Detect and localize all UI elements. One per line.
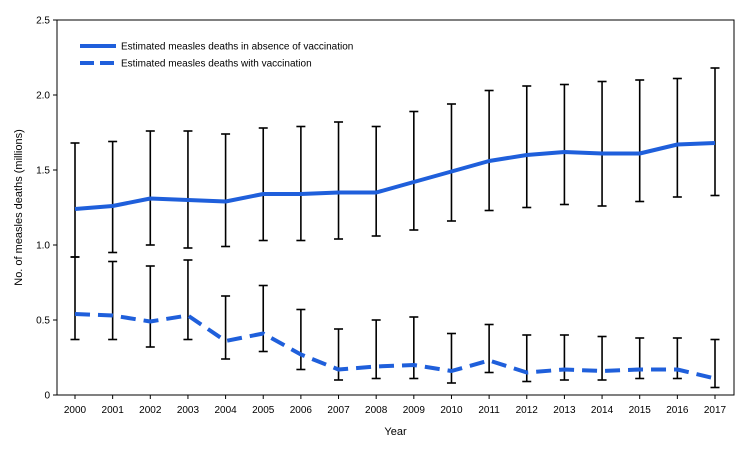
x-tick-label: 2004	[214, 405, 237, 416]
legend-label: Estimated measles deaths in absence of v…	[121, 42, 353, 53]
axes: 0 0.5 1.0 1.5 2.0 2.5 2000 2001 2002 2003 2004 2005…	[36, 16, 735, 416]
x-tick-label: 2016	[666, 405, 689, 416]
legend-entry: Estimated measles deaths with vaccinatio…	[80, 59, 312, 70]
legend-label: Estimated measles deaths with vaccinatio…	[121, 59, 312, 70]
error-bar	[70, 256, 80, 341]
error-bar	[597, 335, 607, 381]
x-tick-label: 2013	[553, 405, 576, 416]
series-lines	[74, 141, 716, 381]
error-bar	[221, 133, 231, 248]
plot-frame	[56, 19, 735, 396]
error-bar	[334, 328, 344, 381]
x-tick-label: 2002	[139, 405, 162, 416]
error-bar	[522, 85, 532, 209]
x-tick-label: 2014	[591, 405, 614, 416]
legend-entry: Estimated measles deaths in absence of v…	[80, 42, 353, 53]
error-bar	[672, 337, 682, 380]
x-tick-label: 2008	[365, 405, 388, 416]
x-tick-label: 2010	[440, 405, 463, 416]
x-tick-label: 2011	[478, 405, 500, 416]
error-bar	[371, 125, 381, 237]
error-bar	[108, 140, 118, 254]
error-bar	[70, 142, 80, 258]
x-tick-label: 2007	[327, 405, 350, 416]
x-tick-label: 2005	[252, 405, 275, 416]
error-bar	[145, 265, 155, 348]
error-bars	[70, 67, 720, 389]
error-bar	[258, 284, 268, 353]
y-axis-title: No. of measles deaths (millions)	[13, 129, 25, 286]
error-bar	[446, 332, 456, 384]
y-tick-label: 0.5	[36, 316, 50, 327]
series-line-with-vaccination	[74, 312, 716, 381]
error-bar	[672, 77, 682, 198]
x-tick-label: 2000	[64, 405, 87, 416]
error-bar	[559, 334, 569, 381]
error-bar	[409, 316, 419, 380]
series-line-without-vaccination	[74, 141, 716, 211]
error-bar	[371, 319, 381, 380]
error-bar	[296, 125, 306, 242]
x-axis-title: Year	[384, 426, 407, 438]
y-tick-label: 0	[44, 391, 50, 402]
x-tick-label: 2012	[516, 405, 539, 416]
error-bar	[409, 110, 419, 231]
error-bar	[710, 67, 720, 197]
error-bar	[484, 323, 494, 374]
error-bar	[221, 295, 231, 360]
x-tick-label: 2001	[102, 405, 125, 416]
error-bar	[710, 338, 720, 389]
x-tick-label: 2017	[704, 405, 727, 416]
error-bar	[559, 83, 569, 206]
x-tick-label: 2009	[403, 405, 426, 416]
error-bar	[446, 103, 456, 222]
error-bar	[334, 121, 344, 240]
x-tick-label: 2003	[177, 405, 200, 416]
y-tick-label: 2.0	[36, 91, 50, 102]
error-bar	[183, 259, 193, 341]
error-bar	[635, 79, 645, 203]
error-bar	[183, 130, 193, 249]
x-tick-label: 2006	[290, 405, 313, 416]
error-bar	[522, 334, 532, 383]
y-tick-label: 1.0	[36, 241, 50, 252]
error-bar	[635, 337, 645, 380]
x-tick-label: 2015	[629, 405, 652, 416]
y-tick-label: 1.5	[36, 166, 50, 177]
error-bar	[597, 80, 607, 207]
error-bar	[296, 308, 306, 371]
error-bar	[484, 89, 494, 212]
error-bar	[108, 260, 118, 341]
error-bar	[145, 130, 155, 246]
error-bar	[258, 127, 268, 242]
y-tick-label: 2.5	[36, 16, 50, 27]
legend: Estimated measles deaths in absence of v…	[80, 42, 353, 70]
